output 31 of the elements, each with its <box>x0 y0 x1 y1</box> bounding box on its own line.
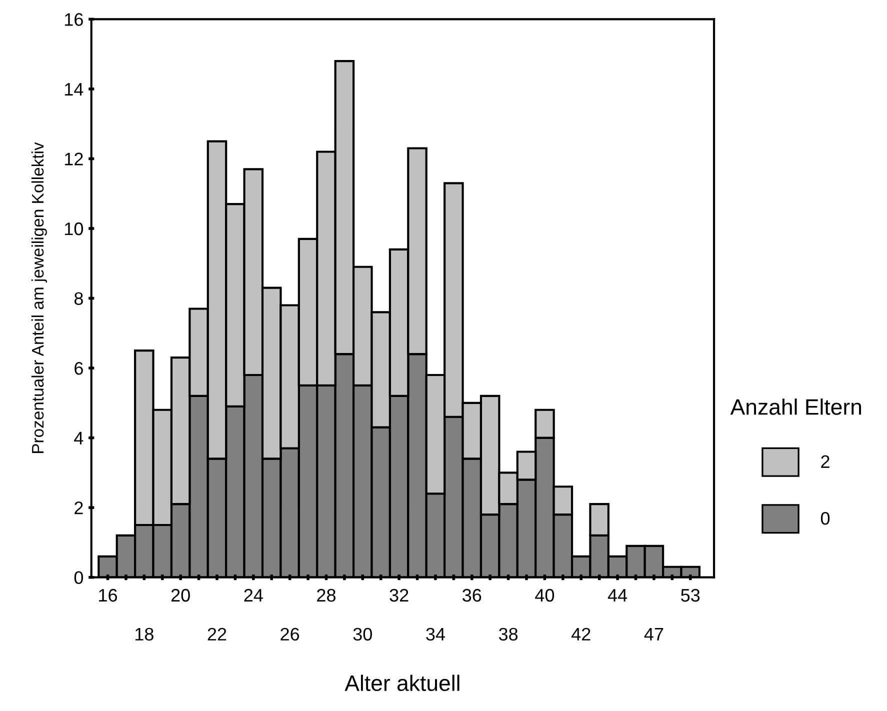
x-tick-label: 24 <box>244 588 263 602</box>
x-tick-label: 26 <box>280 628 300 641</box>
x-tick-label: 20 <box>171 588 190 602</box>
y-tick-label: 10 <box>65 222 84 236</box>
legend-title: Anzahl Eltern <box>730 398 862 415</box>
x-tick-label: 38 <box>498 628 518 641</box>
y-tick-label: 8 <box>74 292 83 305</box>
x-tick-label: 53 <box>681 588 700 602</box>
y-tick-label: 14 <box>65 83 84 96</box>
y-axis-title: Prozentualer Anteil am jeweiligen Kollektiv <box>31 142 47 453</box>
x-tick-label: 30 <box>353 628 372 641</box>
y-tick-label: 6 <box>74 362 83 375</box>
x-tick-label: 16 <box>99 588 117 602</box>
y-tick-label: 12 <box>65 152 83 166</box>
legend-label: 2 <box>821 455 830 468</box>
y-tick-label: 0 <box>74 571 84 584</box>
legend-label: 0 <box>820 512 830 525</box>
x-tick-label: 22 <box>208 628 226 640</box>
y-tick-label: 16 <box>65 13 83 26</box>
y-tick-label: 2 <box>74 502 83 514</box>
x-tick-label: 18 <box>135 628 154 641</box>
y-tick-label: 4 <box>74 432 84 444</box>
x-tick-label: 44 <box>608 589 628 602</box>
x-tick-label: 42 <box>572 628 590 640</box>
x-tick-label: 34 <box>426 628 445 641</box>
x-tick-label: 36 <box>462 588 482 602</box>
x-axis-title: Alter aktuell <box>344 674 460 692</box>
x-tick-label: 32 <box>390 588 408 602</box>
x-tick-label: 40 <box>535 588 554 602</box>
x-tick-label: 28 <box>317 588 336 602</box>
x-tick-label: 47 <box>644 628 664 640</box>
